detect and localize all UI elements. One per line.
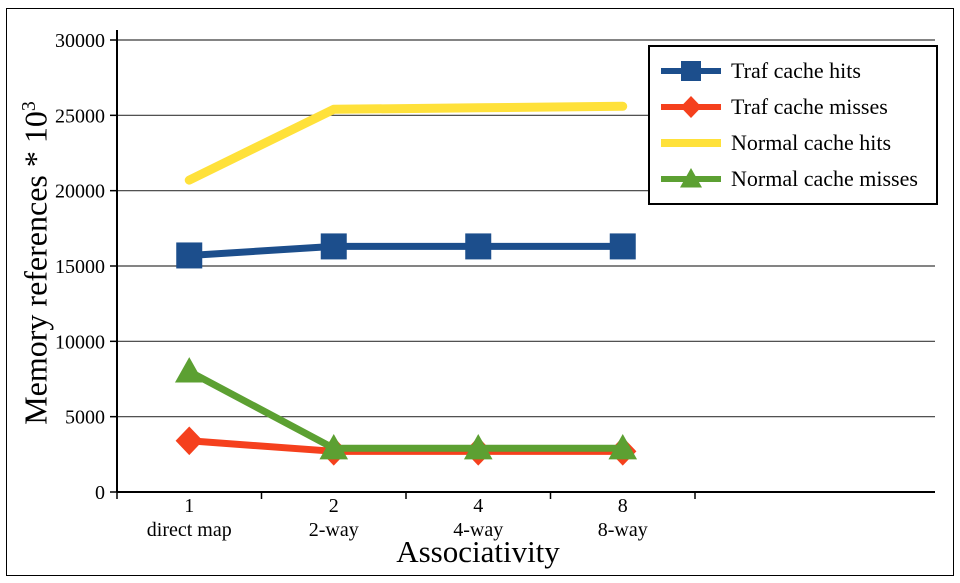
series-marker [320,233,347,260]
legend-item: Traf cache misses [660,89,936,125]
series-marker [176,242,203,269]
series-line [184,101,628,185]
legend-label: Traf cache misses [731,94,888,119]
x-tick-sublabel: 8-way [598,519,648,541]
series-marker [319,434,349,460]
legend: Traf cache hits Traf cache misses Normal c… [648,45,938,205]
x-tick-sublabel: 2-way [309,519,359,541]
y-axis-title-exponent: 3 [17,101,40,112]
y-axis-title: Memory references * 103 [18,101,55,425]
series-line [185,242,627,259]
x-tick-label: 1 [184,495,194,517]
legend-label: Normal cache misses [731,166,918,191]
y-tick-label: 10000 [55,331,105,353]
x-tick-sublabel: direct map [147,519,232,541]
x-tick-label: 4 [473,495,483,517]
legend-marker-icon [661,96,721,118]
series-marker [463,434,493,460]
legend-marker-icon [661,168,721,188]
legend-marker-sample [681,61,701,81]
series-marker [609,233,636,260]
legend-item: Normal cache misses [660,161,936,197]
legend-marker-sample [680,96,702,118]
legend-marker-icon [661,139,721,147]
x-tick-sublabel: 4-way [453,519,503,541]
legend-label: Traf cache hits [731,58,861,83]
series-marker [465,233,492,260]
legend-marker-sample [680,168,702,188]
series-marker [608,434,638,460]
legend-label: Normal cache hits [731,130,892,155]
y-tick-label: 30000 [55,30,105,52]
y-tick-label: 20000 [55,181,105,203]
y-tick-label: 25000 [55,105,105,127]
x-tick-label: 8 [618,495,628,517]
legend-item: Normal cache hits [660,125,936,161]
y-axis-title-text: Memory references * 10 [17,111,54,425]
series-marker [174,357,204,383]
x-axis-title: Associativity [396,534,560,569]
legend-item: Traf cache hits [660,53,936,89]
series-line [185,367,627,452]
y-tick-label: 0 [95,482,105,504]
x-tick-label: 2 [329,495,339,517]
legend-marker-icon [661,61,721,81]
y-tick-label: 15000 [55,256,105,278]
y-tick-label: 5000 [65,407,105,429]
series-marker [175,426,203,456]
